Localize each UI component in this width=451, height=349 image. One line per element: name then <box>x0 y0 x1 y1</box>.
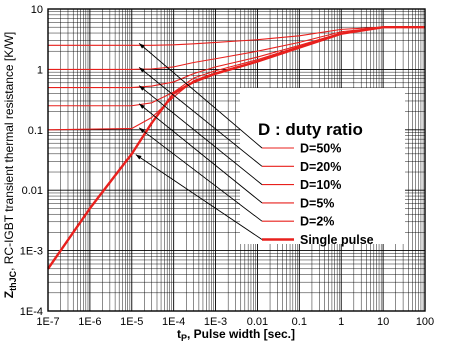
y-axis-title-main: Z <box>2 291 16 298</box>
x-tick-label: 1E-4 <box>162 316 185 328</box>
legend-label: D=20% <box>300 160 341 174</box>
legend: D : duty ratio D=50% D=20% D=10% D=5% D=2% Sin… <box>135 43 405 247</box>
x-tick-label: 1E-7 <box>36 316 59 328</box>
x-tick-label: 0.1 <box>292 316 307 328</box>
series-line-d-50- <box>48 26 425 46</box>
y-tick-label: 10 <box>31 4 43 16</box>
legend-pointer <box>138 43 263 149</box>
legend-pointer <box>138 103 263 204</box>
legend-label: D=10% <box>300 178 341 192</box>
legend-pointer-arrowhead <box>139 85 145 91</box>
x-tick-label: 1E-3 <box>204 316 227 328</box>
x-axis-title-rest: , Pulse width [sec.] <box>187 327 295 341</box>
x-axis-title-sub: P <box>181 333 187 343</box>
x-tick-label: 100 <box>416 316 434 328</box>
x-tick-label: 1 <box>338 316 344 328</box>
y-tick-label: 1E-4 <box>20 306 43 318</box>
x-axis-title-main: t <box>177 327 181 341</box>
y-tick-label: 0.01 <box>22 185 43 197</box>
plot-frame <box>47 8 426 312</box>
y-axis-title: ZthJC, RC-IGBT transient thermal resista… <box>2 32 18 299</box>
legend-pointer-arrowhead <box>139 67 145 73</box>
legend-title: D : duty ratio <box>258 120 363 139</box>
series-line-d-20- <box>48 26 425 70</box>
x-tick-label: 1E-5 <box>120 316 143 328</box>
legend-label: D=50% <box>300 142 341 156</box>
curves <box>47 25 425 270</box>
legend-pointer <box>138 85 263 185</box>
y-axis-title-sub: thJC <box>8 270 18 291</box>
series-line-single-pulse <box>47 25 425 270</box>
tick-labels: 1E-7 1E-6 1E-5 1E-4 1E-3 0.01 0.1 1 10 100 1E-4 1E-… <box>20 4 434 328</box>
legend-label: D=2% <box>300 215 334 229</box>
x-tick-label: 10 <box>377 316 389 328</box>
x-tick-label: 0.01 <box>247 316 268 328</box>
x-tick-label: 1E-6 <box>78 316 101 328</box>
legend-pointer <box>138 67 263 167</box>
legend-pointer-arrowhead <box>135 154 142 160</box>
legend-label: Single pulse <box>300 233 374 247</box>
y-tick-label: 1 <box>37 64 43 76</box>
legend-pointer-arrowhead <box>139 43 145 49</box>
legend-pointer-arrowhead <box>139 103 145 109</box>
legend-label: D=5% <box>300 196 334 210</box>
legend-pointer <box>135 154 263 240</box>
x-axis-title: tP, Pulse width [sec.] <box>177 327 295 343</box>
legend-pointer-arrowhead <box>139 127 145 133</box>
y-tick-label: 0.1 <box>28 125 43 137</box>
y-tick-label: 1E-3 <box>20 246 43 258</box>
legend-pointer <box>138 127 263 222</box>
y-axis-title-rest: , RC-IGBT transient thermal resistance [… <box>2 32 16 271</box>
